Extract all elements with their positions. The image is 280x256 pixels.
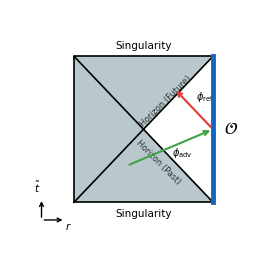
Text: $\mathcal{O}$: $\mathcal{O}$ bbox=[224, 120, 238, 138]
Text: Singularity: Singularity bbox=[115, 209, 172, 219]
Text: Horizon (Future): Horizon (Future) bbox=[138, 74, 193, 129]
Text: $\phi_{\rm ret}$: $\phi_{\rm ret}$ bbox=[196, 90, 214, 104]
Polygon shape bbox=[74, 56, 143, 202]
Text: $\phi_{\rm adv}$: $\phi_{\rm adv}$ bbox=[172, 146, 193, 161]
Polygon shape bbox=[74, 129, 213, 202]
Polygon shape bbox=[74, 56, 213, 129]
Text: $r$: $r$ bbox=[65, 221, 72, 232]
Text: Singularity: Singularity bbox=[115, 41, 172, 51]
Text: $\tilde{t}$: $\tilde{t}$ bbox=[34, 180, 40, 195]
Text: Horizon (Past): Horizon (Past) bbox=[135, 139, 183, 187]
Polygon shape bbox=[143, 56, 213, 202]
